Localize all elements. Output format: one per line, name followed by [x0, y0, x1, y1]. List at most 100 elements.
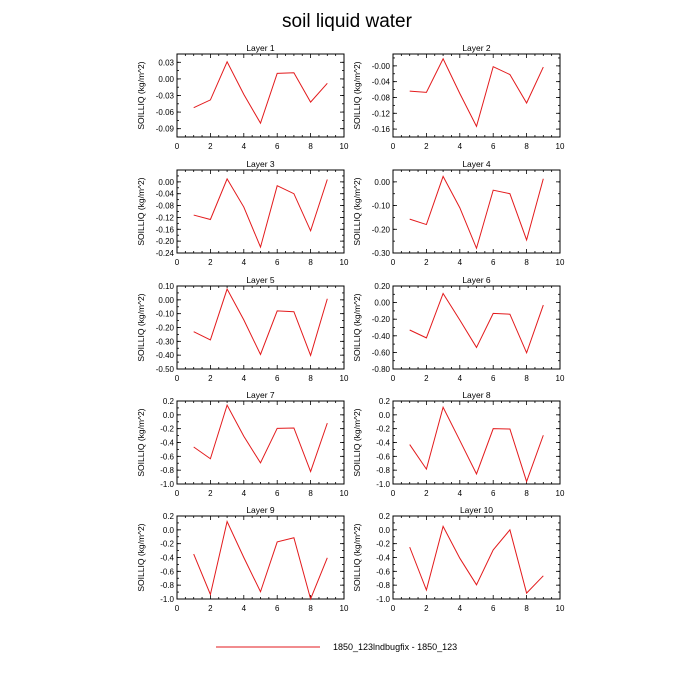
x-tick-label: 0	[391, 604, 396, 613]
series-line	[193, 177, 328, 249]
panel-title: Layer 5	[246, 275, 275, 285]
y-tick-label: -0.20	[372, 225, 391, 234]
panel-layer-2: Layer 2 0 2 4 6 8 10 -0.16 -0.12 -0.08 -0.04 -0.00 S…	[352, 43, 565, 151]
x-tick-label: 10	[340, 604, 349, 613]
y-tick-label: -0.60	[372, 348, 391, 357]
panel-layer-7: Layer 7 0 2 4 6 8 10 -1.0 -0.8 -0.6 -0.4 -0.2 0.0 0.2…	[136, 390, 349, 498]
legend-label: 1850_123lndbugfix - 1850_123	[333, 642, 457, 652]
x-tick-label: 4	[242, 489, 247, 498]
y-tick-label: 0.2	[163, 397, 175, 406]
x-tick-label: 6	[275, 604, 280, 613]
y-axis-label: SOILLIQ (kg/m^2)	[352, 523, 362, 591]
y-tick-label: -0.30	[156, 337, 175, 346]
x-tick-label: 2	[208, 258, 213, 267]
series-line	[193, 60, 328, 125]
panel-layer-4: Layer 4 0 2 4 6 8 10 -0.30 -0.20 -0.10 0.00 SOILLIQ…	[352, 159, 565, 267]
panels: Layer 10 2 4 6 8 10-0.09-0.06-0.030.000.03SOI…	[136, 43, 565, 613]
x-tick-label: 8	[524, 258, 529, 267]
x-tick-label: 10	[340, 142, 349, 151]
y-axis-label: SOILLIQ (kg/m^2)	[352, 408, 362, 476]
y-tick-label: -1.0	[160, 480, 174, 489]
y-tick-label: 0.00	[158, 75, 174, 84]
y-tick-label: -0.4	[376, 439, 390, 448]
plot-frame	[392, 169, 561, 254]
series-line	[409, 292, 544, 355]
y-tick-label: 0.0	[163, 411, 175, 420]
x-tick-label: 2	[208, 604, 213, 613]
y-axis-label: SOILLIQ (kg/m^2)	[136, 61, 146, 129]
y-tick-label: -0.09	[156, 125, 175, 134]
x-tick-label: 10	[340, 374, 349, 383]
panel-title: Layer 9	[246, 505, 275, 515]
y-tick-label: -0.08	[156, 202, 175, 211]
x-tick-label: 0	[175, 258, 180, 267]
y-axis-label: SOILLIQ (kg/m^2)	[352, 177, 362, 245]
y-tick-label: -0.4	[160, 439, 174, 448]
y-tick-label: 0.20	[374, 282, 390, 291]
y-tick-label: -0.8	[376, 466, 390, 475]
y-axis-label: SOILLIQ (kg/m^2)	[352, 293, 362, 361]
x-tick-label: 0	[175, 489, 180, 498]
x-tick-label: 2	[424, 142, 429, 151]
x-tick-label: 2	[424, 604, 429, 613]
y-tick-label: -0.20	[372, 315, 391, 324]
x-tick-label: 8	[524, 142, 529, 151]
panel-layer-8: Layer 8 0 2 4 6 8 10 -1.0 -0.8 -0.6 -0.4 -0.2 0.0 0.2…	[352, 390, 565, 498]
x-tick-label: 4	[242, 142, 247, 151]
x-tick-label: 2	[424, 489, 429, 498]
x-tick-label: 8	[308, 258, 313, 267]
x-tick-label: 0	[391, 374, 396, 383]
y-tick-label: -0.16	[372, 125, 391, 134]
x-tick-label: 10	[556, 142, 565, 151]
x-tick-label: 0	[391, 142, 396, 151]
y-tick-label: 0.00	[158, 296, 174, 305]
y-tick-label: -0.10	[372, 202, 391, 211]
y-tick-label: 0.00	[158, 178, 174, 187]
panel-title: Layer 7	[246, 390, 275, 400]
y-tick-label: -0.80	[372, 365, 391, 374]
x-tick-label: 6	[275, 374, 280, 383]
x-tick-label: 4	[242, 604, 247, 613]
panel-title: Layer 4	[462, 159, 491, 169]
y-tick-label: -0.12	[372, 109, 391, 118]
legend: 1850_123lndbugfix - 1850_123	[216, 642, 457, 652]
series-line	[193, 403, 328, 474]
y-tick-label: 0.2	[379, 512, 391, 521]
x-tick-label: 2	[424, 258, 429, 267]
y-tick-label: -0.06	[156, 108, 175, 117]
y-axis-label: SOILLIQ (kg/m^2)	[136, 523, 146, 591]
y-tick-label: 0.0	[379, 526, 391, 535]
plot-frame	[176, 169, 345, 254]
plot-frame	[392, 400, 561, 485]
y-tick-label: -0.8	[376, 581, 390, 590]
y-tick-label: -1.0	[376, 480, 390, 489]
y-tick-label: -0.08	[372, 93, 391, 102]
x-tick-label: 10	[340, 489, 349, 498]
y-tick-label: 0.00	[374, 299, 390, 308]
x-tick-label: 4	[458, 604, 463, 613]
y-axis-label: SOILLIQ (kg/m^2)	[136, 177, 146, 245]
y-tick-label: -0.30	[372, 249, 391, 258]
y-tick-label: -0.6	[160, 567, 174, 576]
y-tick-label: -0.2	[376, 425, 390, 434]
x-tick-label: 10	[556, 258, 565, 267]
y-tick-label: -1.0	[160, 595, 174, 604]
plot-frame	[176, 515, 345, 600]
plot-frame	[176, 400, 345, 485]
y-tick-label: -0.2	[376, 540, 390, 549]
panel-title: Layer 8	[462, 390, 491, 400]
panel-title: Layer 2	[462, 43, 491, 53]
x-tick-label: 8	[308, 604, 313, 613]
x-tick-label: 4	[458, 374, 463, 383]
y-tick-label: -1.0	[376, 595, 390, 604]
y-tick-label: -0.6	[376, 567, 390, 576]
panel-layer-6: Layer 6 0 2 4 6 8 10 -0.80 -0.60 -0.40 -0.20 0.00 0.…	[352, 275, 565, 383]
panel-layer-5: Layer 5 0 2 4 6 8 10 -0.50 -0.40 -0.30 -0.20 -0.10 0…	[136, 275, 349, 383]
y-axis-label: SOILLIQ (kg/m^2)	[136, 408, 146, 476]
x-tick-label: 6	[491, 258, 496, 267]
y-tick-label: 0.00	[374, 178, 390, 187]
x-tick-label: 4	[458, 142, 463, 151]
y-tick-label: -0.10	[156, 310, 175, 319]
y-axis-label: SOILLIQ (kg/m^2)	[352, 61, 362, 129]
